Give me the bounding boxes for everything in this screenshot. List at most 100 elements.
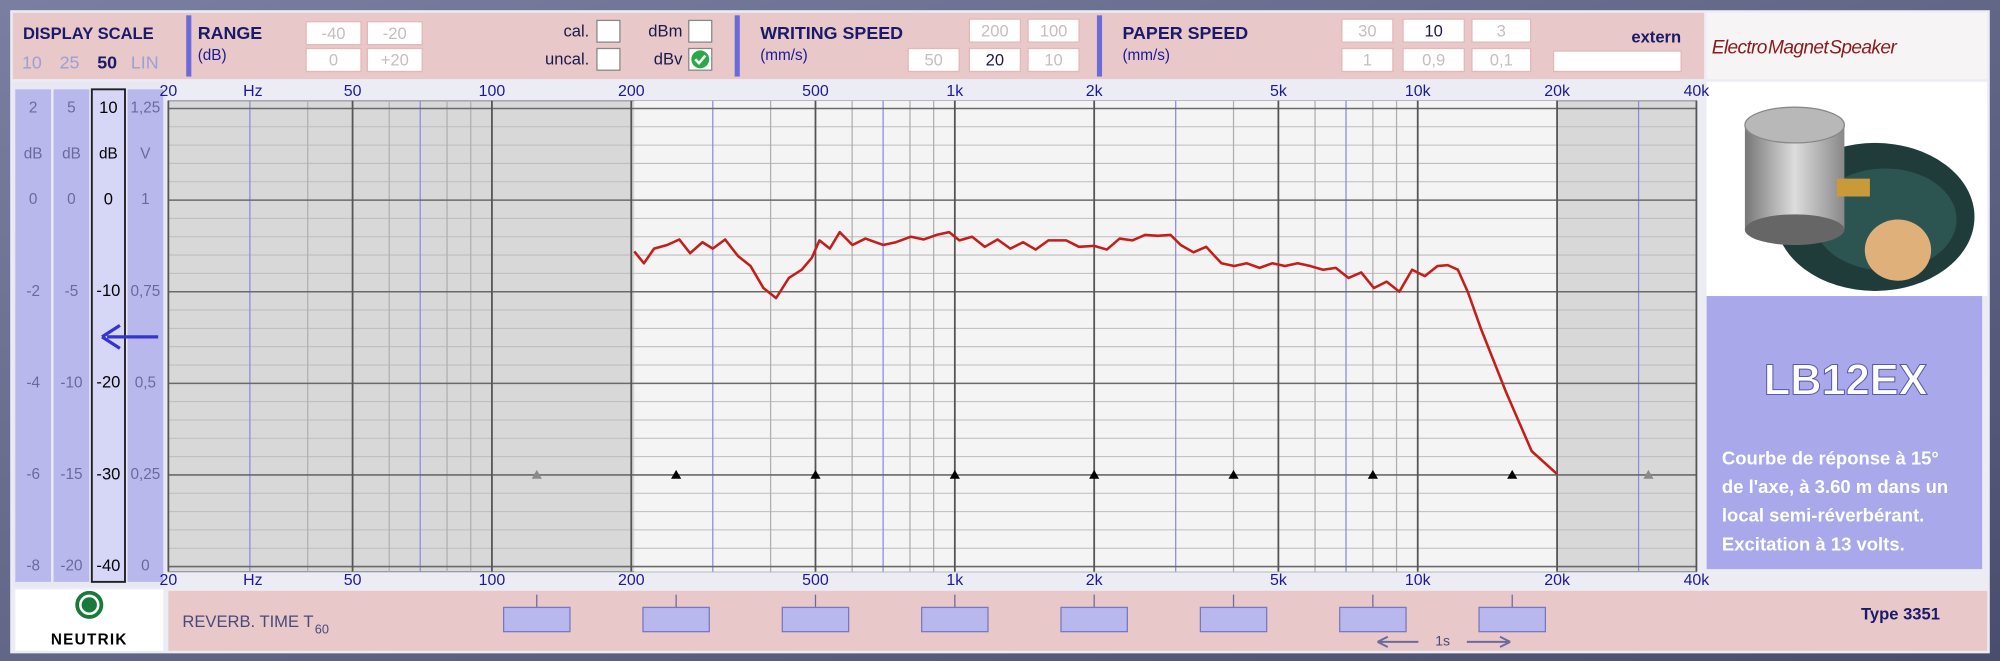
option-label: 0,9 <box>1422 51 1445 70</box>
option-label: 0,1 <box>1490 51 1513 70</box>
x-unit-label: Hz <box>243 83 263 100</box>
option-label: 100 <box>1040 21 1068 40</box>
x-unit-label: Hz <box>243 572 263 589</box>
octave-marker <box>1089 469 1100 479</box>
x-tick-label: 50 <box>344 572 362 589</box>
option-box[interactable] <box>1402 18 1465 43</box>
option-box[interactable] <box>366 47 423 73</box>
separator <box>1096 15 1103 77</box>
level-label: dBv <box>654 49 683 68</box>
reverb-button[interactable] <box>1339 606 1407 633</box>
brand-logo <box>75 590 104 619</box>
scale-column-label: -6 <box>26 466 40 483</box>
octave-marker <box>1228 469 1239 479</box>
scale-column-label: 2 <box>29 100 38 117</box>
product-box <box>1706 296 1983 570</box>
reverb-button[interactable] <box>921 606 989 633</box>
option-box[interactable] <box>1471 18 1532 43</box>
x-tick-label: 20 <box>160 572 178 589</box>
scale-column-label: 0 <box>29 191 38 208</box>
type-label: Type 3351 <box>1861 604 1940 623</box>
section-title: RANGE <box>198 23 263 43</box>
scale-column-label: -4 <box>26 374 40 391</box>
product-description: local semi-réverbérant. <box>1722 505 1924 526</box>
logo-area <box>1706 12 1988 80</box>
extern-box[interactable] <box>1552 50 1682 73</box>
logo-word: Speaker <box>1829 38 1898 59</box>
option-box[interactable] <box>305 21 362 46</box>
y-unit-label: dB <box>99 145 118 162</box>
reverb-button[interactable] <box>1060 606 1128 633</box>
measured-band <box>634 100 1558 572</box>
scale-column-label: 0,25 <box>131 466 161 483</box>
x-tick-label: 1k <box>946 572 963 589</box>
x-tick-label: 40k <box>1684 83 1710 100</box>
reverb-button[interactable] <box>502 606 571 633</box>
separator <box>186 15 192 77</box>
product-description: Courbe de réponse à 15° <box>1722 447 1939 468</box>
section-title: PAPER SPEED <box>1122 23 1248 43</box>
option-box[interactable] <box>1341 18 1394 43</box>
y-tick-label: 0 <box>104 189 113 208</box>
product-description: de l'axe, à 3.60 m dans un <box>1722 476 1948 497</box>
scale-column-label: 1,25 <box>131 100 161 117</box>
response-curve <box>633 230 1558 475</box>
scale-column-label: 0 <box>67 191 76 208</box>
scale-option: LIN <box>131 53 159 73</box>
option-box[interactable] <box>1027 18 1080 43</box>
checkbox[interactable] <box>688 19 713 43</box>
option-box[interactable] <box>1402 47 1465 73</box>
option-box[interactable] <box>366 21 423 46</box>
reverb-subscript: 60 <box>315 622 329 637</box>
octave-marker <box>1367 469 1378 479</box>
x-tick-label: 20k <box>1544 572 1570 589</box>
x-tick-label: 2k <box>1086 83 1103 100</box>
octave-marker <box>531 469 542 479</box>
time-scale-arrows <box>1377 635 1511 648</box>
option-box[interactable] <box>305 47 362 73</box>
scale-column-label: dB <box>24 145 43 162</box>
option-box[interactable] <box>1341 47 1394 73</box>
scale-column-label: V <box>140 145 151 162</box>
option-box[interactable] <box>1027 47 1080 73</box>
section-title: WRITING SPEED <box>760 23 903 43</box>
scale-column-label: -5 <box>65 283 79 300</box>
scale-column-label: dB <box>62 145 81 162</box>
option-label: -20 <box>383 24 407 43</box>
x-tick-label: 500 <box>802 572 829 589</box>
scale-column-label: -2 <box>26 283 40 300</box>
scale-column-label: 0,75 <box>131 283 161 300</box>
reverb-button[interactable] <box>642 606 710 633</box>
option-label: 50 <box>924 51 942 70</box>
x-tick-label: 200 <box>618 83 645 100</box>
option-label: 0 <box>329 51 338 70</box>
check-mark <box>694 54 707 66</box>
octave-marker <box>810 469 821 479</box>
option-box[interactable] <box>907 47 960 73</box>
octave-marker <box>949 469 960 479</box>
scale-column-label: 0,5 <box>135 374 156 391</box>
scale-column-label: 5 <box>67 100 76 117</box>
option-label: 10 <box>1044 51 1062 70</box>
section-unit: (mm/s) <box>1122 47 1170 64</box>
reverb-button[interactable] <box>1199 606 1268 633</box>
option-label: 1 <box>1363 51 1372 70</box>
option-label: 200 <box>981 21 1009 40</box>
option-label: 10 <box>1424 21 1442 40</box>
x-tick-label: 100 <box>479 572 506 589</box>
logo-word: Electro <box>1712 38 1768 59</box>
option-box[interactable] <box>968 18 1022 43</box>
level-arrow <box>101 324 159 350</box>
separator <box>734 15 740 77</box>
speaker-image <box>1744 106 1975 291</box>
option-label: 30 <box>1358 21 1376 40</box>
octave-marker <box>671 469 682 479</box>
reverb-button[interactable] <box>1478 606 1547 633</box>
option-box[interactable] <box>1471 47 1532 73</box>
checkbox[interactable] <box>596 19 621 43</box>
checkbox[interactable] <box>596 47 621 71</box>
option-box[interactable] <box>968 47 1022 73</box>
y-tick-label: 10 <box>99 98 117 117</box>
reverb-button[interactable] <box>781 606 850 633</box>
